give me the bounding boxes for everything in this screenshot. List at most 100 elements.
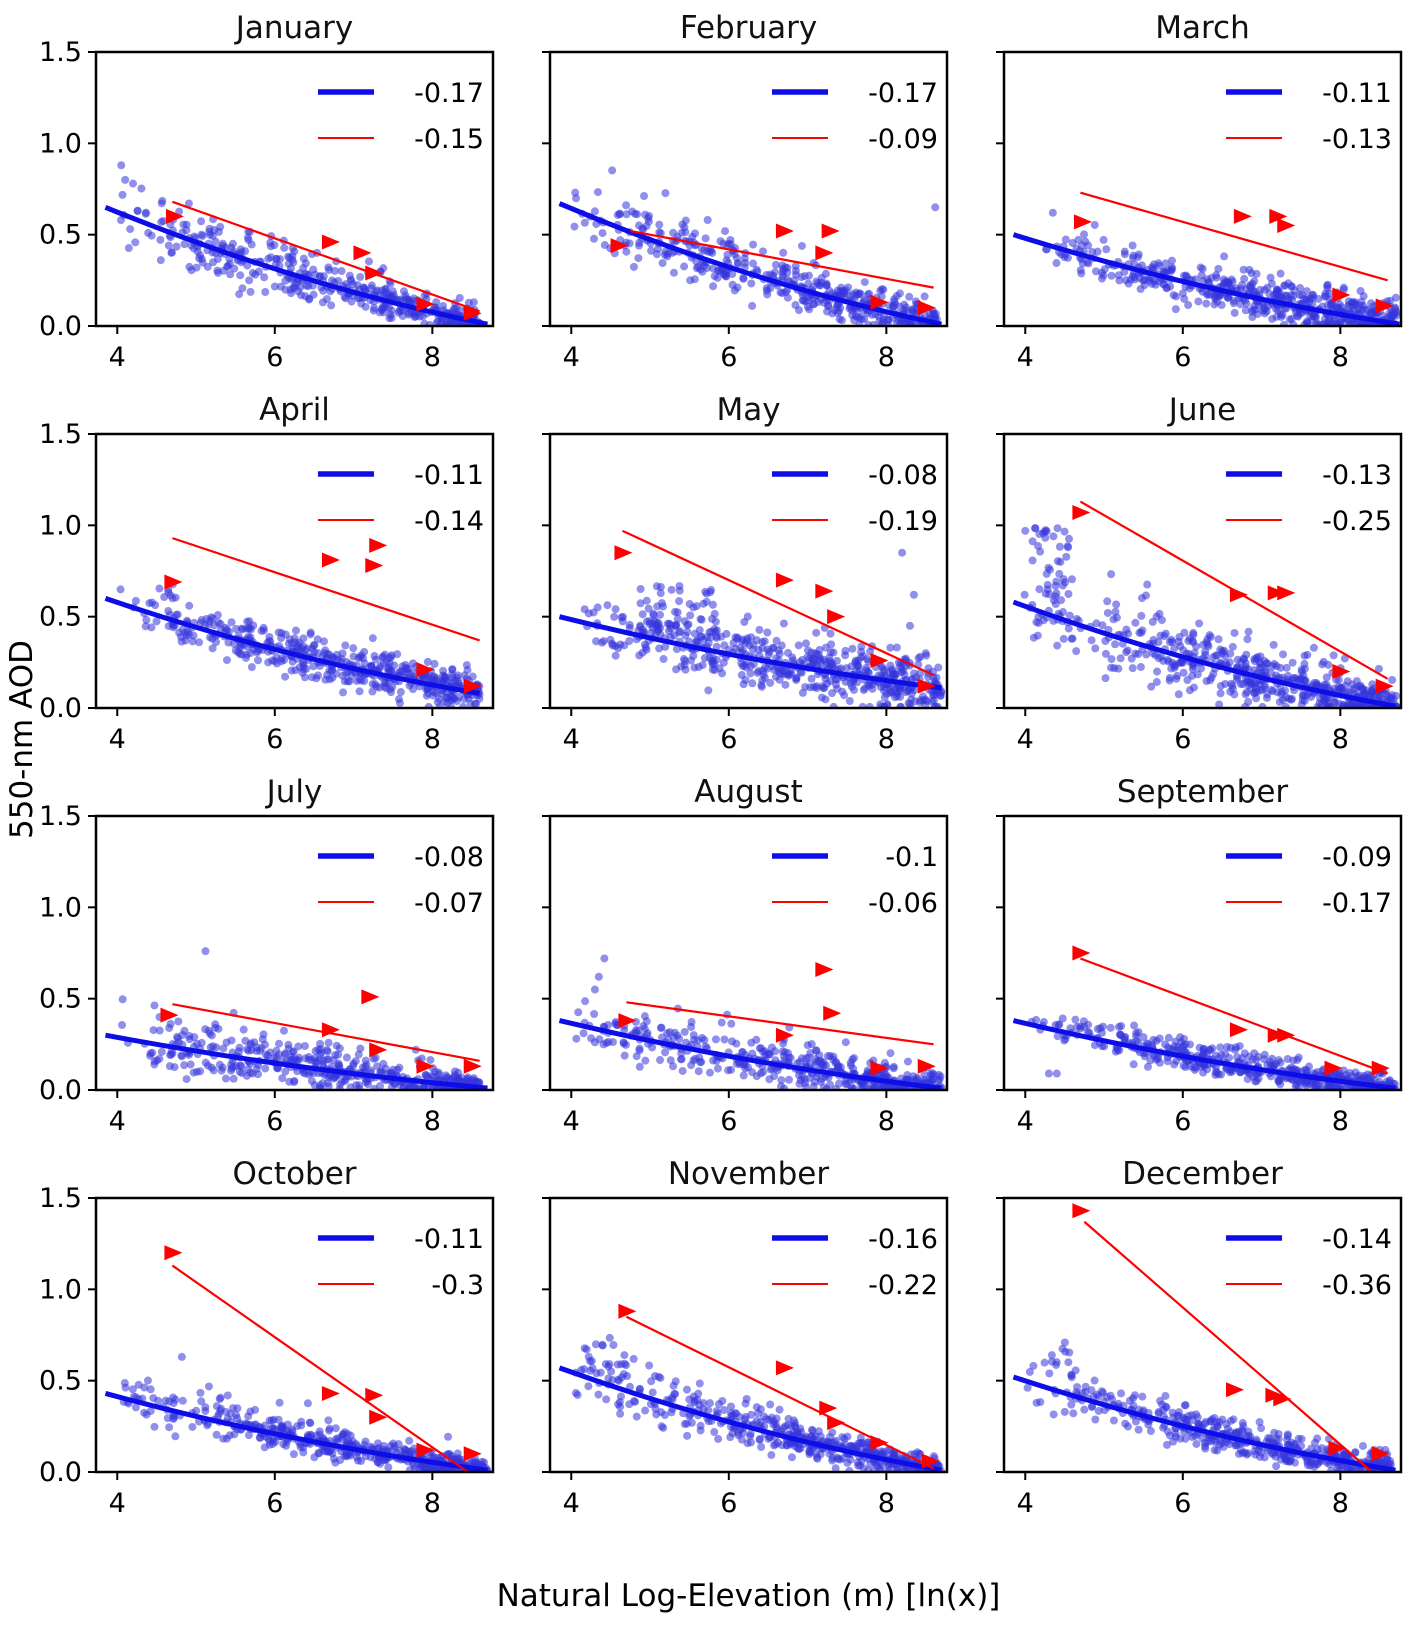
y-tick-label: 0.5 [39, 220, 82, 251]
x-tick-label: 6 [1174, 1488, 1191, 1519]
plot-october: 4 6 8 0.0 0.5 1.0 1.5 -0.11 -0.3 [39, 1183, 495, 1519]
x-tick-label: 8 [878, 1488, 895, 1519]
legend-red-slope: -0.15 [414, 124, 484, 155]
legend-red-slope: -0.06 [868, 888, 938, 919]
x-tick-label: 4 [1017, 1488, 1034, 1519]
legend-blue-slope: -0.08 [414, 842, 484, 873]
y-tick-label: 0.5 [39, 602, 82, 633]
y-tick-label: 0.0 [39, 311, 82, 342]
legend-blue-slope: -0.08 [868, 460, 938, 491]
scatter-layer [118, 947, 484, 1090]
axis-ticks: 4 6 8 0.0 0.5 1.0 1.5 [39, 37, 441, 373]
legend-blue-slope: -0.17 [868, 78, 938, 109]
x-tick-label: 4 [1017, 1106, 1034, 1137]
triangle-markers [1073, 208, 1394, 314]
axis-ticks: 4 6 8 0.0 0.5 1.0 1.5 [39, 419, 441, 755]
plot-border [1002, 50, 1403, 328]
plot-border [548, 432, 949, 710]
panel-may: May 4 6 8 -0.08 -0.19 [542, 388, 949, 770]
y-tick-label: 1.5 [39, 1183, 82, 1214]
x-tick-label: 8 [424, 1106, 441, 1137]
blue-fit-line [1012, 1018, 1396, 1090]
y-tick-label: 1.0 [39, 510, 82, 541]
plot-border [548, 50, 949, 328]
panel-february: February 4 6 8 -0.17 -0.09 [542, 6, 949, 388]
blue-fit-line [1012, 599, 1396, 708]
panel-august: August 4 6 8 -0.1 -0.06 [542, 770, 949, 1152]
legend-red-slope: -0.17 [1322, 888, 1392, 919]
x-tick-label: 6 [266, 1488, 283, 1519]
legend: -0.17 -0.09 [772, 78, 938, 155]
plot-may: 4 6 8 -0.08 -0.19 [542, 432, 949, 755]
legend: -0.14 -0.36 [1226, 1224, 1392, 1301]
panel-october: October 4 6 8 0.0 0.5 1.0 1.5 -0.11 -0.3 [39, 1152, 495, 1534]
x-axis-label: Natural Log-Elevation (m) [ln(x)] [496, 1578, 1001, 1614]
legend-blue-slope: -0.11 [414, 1224, 484, 1255]
y-tick-label: 1.5 [39, 419, 82, 450]
x-tick-label: 6 [266, 724, 283, 755]
triangle-markers [618, 961, 936, 1076]
panel-april: April 4 6 8 0.0 0.5 1.0 1.5 -0.11 -0.14 [39, 388, 495, 770]
blue-fit-line [1012, 232, 1400, 326]
red-fit-line [172, 200, 480, 313]
panel-december: December 4 6 8 -0.14 -0.36 [996, 1152, 1403, 1534]
panel-grid: January 4 6 8 0.0 0.5 1.0 1.5 -0.17 -0.15 February… [39, 6, 1403, 1534]
y-axis-label: 550-nm AOD [4, 639, 40, 839]
legend: -0.17 -0.15 [318, 78, 484, 155]
panel-title: June [1168, 392, 1237, 428]
plot-border [94, 50, 495, 328]
plot-november: 4 6 8 -0.16 -0.22 [542, 1196, 949, 1519]
legend-red-slope: -0.19 [868, 506, 938, 537]
x-tick-label: 4 [563, 342, 580, 373]
scatter-layer [1023, 1338, 1395, 1472]
panel-july: July 4 6 8 0.0 0.5 1.0 1.5 -0.08 -0.07 [39, 770, 495, 1152]
triangle-markers [1072, 505, 1394, 694]
x-tick-label: 8 [424, 342, 441, 373]
legend-blue-slope: -0.11 [414, 460, 484, 491]
legend-blue-slope: -0.11 [1322, 78, 1392, 109]
plot-march: 4 6 8 -0.11 -0.13 [996, 50, 1403, 373]
y-tick-label: 1.0 [39, 128, 82, 159]
x-tick-label: 6 [266, 342, 283, 373]
x-tick-label: 4 [563, 1488, 580, 1519]
panel-march: March 4 6 8 -0.11 -0.13 [996, 6, 1403, 388]
plot-border [548, 814, 949, 1092]
x-tick-label: 8 [878, 342, 895, 373]
x-tick-label: 6 [266, 1106, 283, 1137]
triangle-markers [160, 989, 482, 1074]
blue-fit-line [558, 201, 942, 326]
x-tick-label: 4 [563, 724, 580, 755]
plot-february: 4 6 8 -0.17 -0.09 [542, 50, 949, 373]
plot-april: 4 6 8 0.0 0.5 1.0 1.5 -0.11 -0.14 [39, 419, 495, 755]
panel-november: November 4 6 8 -0.16 -0.22 [542, 1152, 949, 1534]
axis-ticks: 4 6 8 [542, 815, 895, 1137]
legend: -0.13 -0.25 [1226, 460, 1392, 537]
plot-border [94, 1196, 495, 1474]
plot-border [1002, 432, 1403, 710]
red-fit-line [630, 229, 934, 289]
x-tick-label: 8 [424, 724, 441, 755]
blue-fit-line [104, 204, 488, 326]
legend-red-slope: -0.3 [431, 1270, 484, 1301]
x-tick-label: 6 [720, 1106, 737, 1137]
red-fit-line [1080, 957, 1388, 1075]
panel-title: September [1116, 774, 1289, 810]
blue-fit-line [104, 596, 481, 696]
scatter-layer [1020, 524, 1401, 708]
legend-red-slope: -0.09 [868, 124, 938, 155]
legend-blue-slope: -0.14 [1322, 1224, 1392, 1255]
x-tick-label: 6 [1174, 342, 1191, 373]
panel-title: October [232, 1156, 357, 1192]
scatter-layer [580, 548, 946, 708]
axis-ticks: 4 6 8 [996, 51, 1349, 373]
legend: -0.11 -0.13 [1226, 78, 1392, 155]
x-tick-label: 8 [1332, 724, 1349, 755]
x-tick-label: 4 [563, 1106, 580, 1137]
triangle-markers [614, 545, 936, 694]
red-fit-line [171, 1264, 469, 1473]
panel-september: September 4 6 8 -0.09 -0.17 [996, 770, 1403, 1152]
plot-december: 4 6 8 -0.14 -0.36 [996, 1196, 1403, 1519]
panel-title: July [266, 774, 323, 810]
axis-ticks: 4 6 8 [996, 815, 1349, 1137]
